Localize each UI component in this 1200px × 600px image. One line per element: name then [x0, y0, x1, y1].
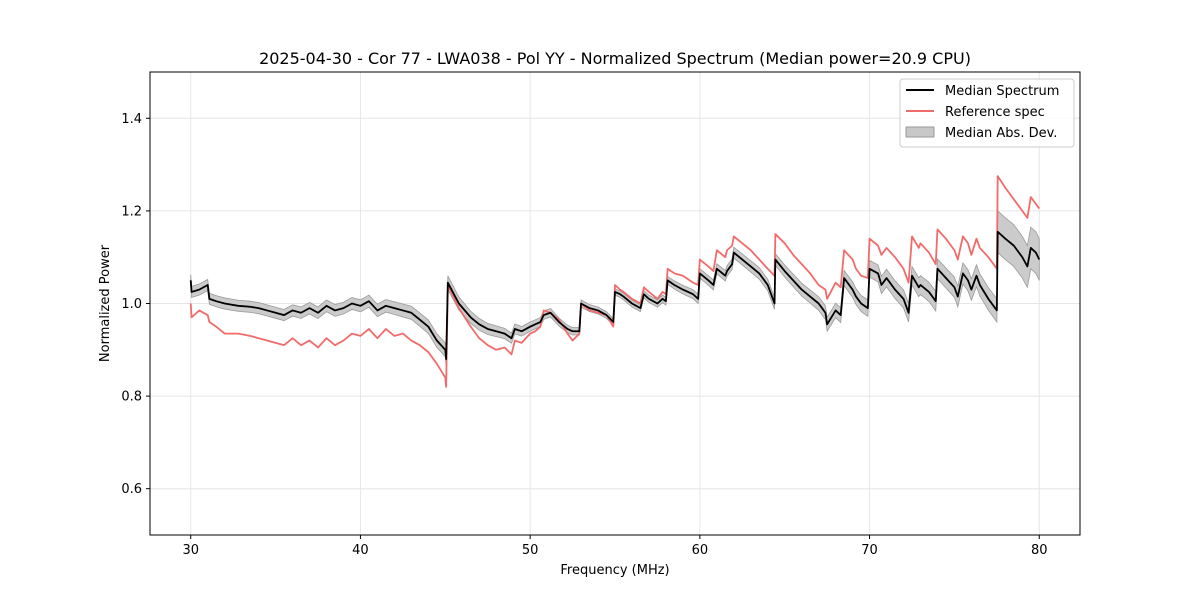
ticks: 30 40 50 60 70 80 0.6 0.8 1.0 1.2 1.4	[121, 112, 1047, 558]
x-axis-title: Frequency (MHz)	[560, 563, 669, 578]
reference-spectrum-line	[189, 175, 1040, 388]
legend-label-reference: Reference spec	[945, 105, 1045, 120]
legend-label-median: Median Spectrum	[945, 84, 1059, 99]
chart-title: 2025-04-30 - Cor 77 - LWA038 - Pol YY - …	[259, 49, 971, 68]
x-tick-label: 50	[522, 543, 539, 558]
x-tick-label: 30	[182, 543, 199, 558]
mad-band-area	[190, 210, 1040, 367]
legend: Median Spectrum Reference spec Median Ab…	[899, 78, 1075, 148]
y-tick-label: 1.4	[121, 112, 142, 127]
legend-label-mad: Median Abs. Dev.	[945, 126, 1057, 141]
y-tick-label: 1.2	[121, 204, 142, 219]
x-tick-label: 80	[1031, 543, 1048, 558]
x-tick-label: 40	[352, 543, 369, 558]
median-spectrum-line	[189, 230, 1041, 360]
x-tick-label: 60	[692, 543, 709, 558]
legend-box	[899, 78, 1075, 148]
lines	[189, 175, 1041, 388]
x-tick-label: 70	[861, 543, 878, 558]
y-axis-title: Normalized Power	[98, 244, 113, 362]
y-tick-label: 0.8	[121, 390, 142, 405]
y-tick-label: 1.0	[121, 297, 142, 312]
y-tick-label: 0.6	[121, 482, 142, 497]
legend-swatch-mad	[905, 126, 935, 138]
mad-band	[190, 210, 1040, 367]
